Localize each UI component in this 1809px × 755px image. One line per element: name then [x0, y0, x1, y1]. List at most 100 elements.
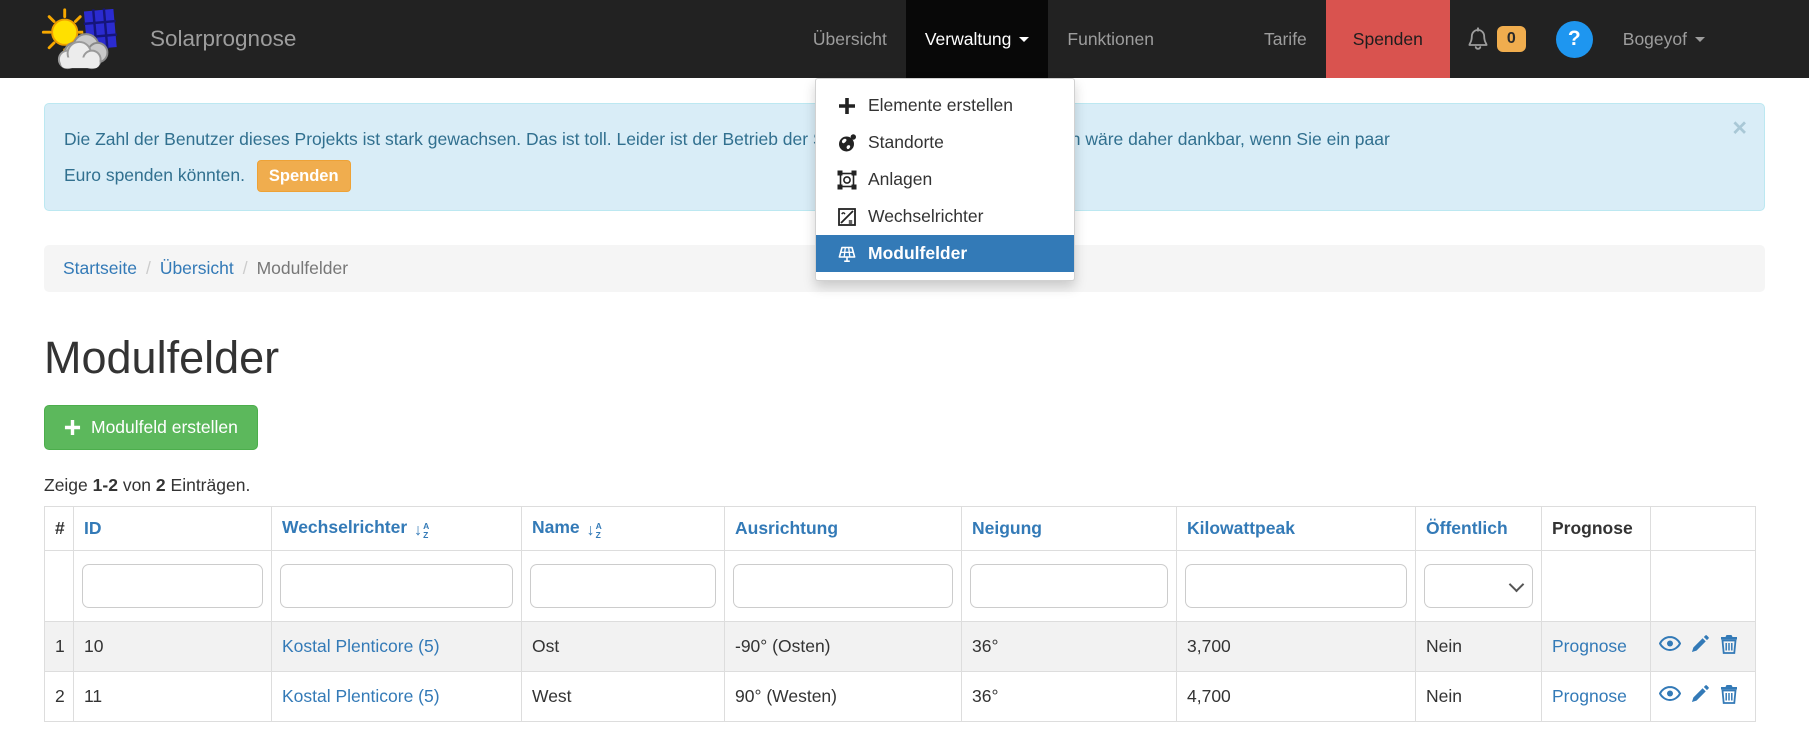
plus-icon: [835, 97, 858, 115]
filter-input-kilowattpeak[interactable]: [1185, 563, 1407, 608]
prognose-link[interactable]: Prognose: [1552, 685, 1627, 706]
modulfelder-table: # ID Wechselrichter ↓ A Z Name ↓ A Z Ausrichtu…: [44, 506, 1756, 722]
nav-spenden-button[interactable]: Spenden: [1325, 0, 1450, 78]
cell-name: West: [521, 670, 725, 722]
pencil-icon: [1691, 685, 1709, 703]
close-icon[interactable]: ×: [1732, 114, 1747, 142]
filter-cell-ausrichtung: [724, 549, 962, 622]
trash-icon: [1720, 684, 1737, 704]
filter-input-wechselrichter[interactable]: [280, 563, 513, 608]
brand-title[interactable]: Solarprognose: [150, 26, 297, 51]
nav-tarife[interactable]: Tarife: [1264, 28, 1307, 49]
prognose-link[interactable]: Prognose: [1552, 635, 1627, 656]
sort-alpha-asc-icon: ↓ A Z: [586, 521, 602, 540]
nav-links: Übersicht Verwaltung Funktionen Tarife S…: [794, 0, 1705, 78]
cell-neigung: 36°: [961, 670, 1177, 722]
view-button[interactable]: [1658, 635, 1682, 657]
alert-spenden-button[interactable]: Spenden: [256, 160, 351, 192]
cell-ausrichtung: 90° (Westen): [724, 670, 962, 722]
col-header-neigung-link[interactable]: Neigung: [972, 517, 1042, 538]
col-header-neigung: Neigung: [961, 506, 1177, 551]
solar-panel-icon: [835, 244, 858, 264]
cell-id: 11: [73, 670, 272, 722]
cell-neigung: 36°: [961, 620, 1177, 672]
col-header-ausrichtung-link[interactable]: Ausrichtung: [735, 517, 839, 538]
summary-von: von: [122, 475, 152, 495]
breadcrumb-current: Modulfelder: [256, 258, 349, 278]
edit-button[interactable]: [1691, 634, 1710, 658]
cell-num: 1: [44, 620, 74, 672]
pencil-icon: [1691, 635, 1709, 653]
edit-button[interactable]: [1691, 684, 1710, 708]
col-header-kilowattpeak: Kilowattpeak: [1176, 506, 1416, 551]
nav-funktionen[interactable]: Funktionen: [1067, 28, 1154, 49]
create-button-label: Modulfeld erstellen: [91, 417, 238, 437]
delete-button[interactable]: [1720, 634, 1738, 659]
col-header-name-link[interactable]: Name: [532, 517, 580, 537]
breadcrumb-startseite[interactable]: Startseite: [63, 258, 137, 278]
dropdown-item-label: Standorte: [868, 132, 944, 152]
filter-cell-actions: [1650, 549, 1756, 622]
wechselrichter-link[interactable]: Kostal Plenticore (5): [282, 685, 440, 706]
help-button[interactable]: ?: [1555, 20, 1593, 58]
col-header-name: Name ↓ A Z: [521, 506, 725, 551]
breadcrumb-separator: /: [242, 258, 248, 278]
filter-cell-wechselrichter: [271, 549, 522, 622]
view-button[interactable]: [1658, 685, 1682, 707]
eye-icon: [1658, 686, 1682, 702]
filter-input-neigung[interactable]: [970, 563, 1168, 608]
cell-num: 2: [44, 670, 74, 722]
summary-total: 2: [155, 475, 166, 495]
wechselrichter-link[interactable]: Kostal Plenticore (5): [282, 635, 440, 656]
col-header-id-link[interactable]: ID: [84, 517, 102, 538]
breadcrumb-uebersicht[interactable]: Übersicht: [159, 258, 234, 278]
filter-cell-prognose: [1541, 549, 1651, 622]
filter-select-oeffentlich[interactable]: [1424, 563, 1533, 608]
cell-wechselrichter: Kostal Plenticore (5): [271, 670, 522, 722]
cell-prognose: Prognose: [1541, 670, 1651, 722]
user-menu[interactable]: Bogeyof: [1623, 0, 1705, 78]
delete-button[interactable]: [1720, 684, 1738, 709]
table-row: 2 11 Kostal Plenticore (5) West 90° (Wes…: [44, 670, 1756, 722]
filter-cell-oeffentlich: [1415, 549, 1542, 622]
globe-icon: [835, 133, 858, 153]
filter-cell-num: [44, 549, 74, 622]
brand-group[interactable]: Solarprognose: [38, 0, 296, 78]
summary-suffix: Einträgen.: [170, 475, 251, 495]
cell-wechselrichter: Kostal Plenticore (5): [271, 620, 522, 672]
filter-cell-name: [521, 549, 725, 622]
dropdown-item-elemente-erstellen[interactable]: Elemente erstellen: [816, 87, 1074, 124]
nav-uebersicht[interactable]: Übersicht: [812, 28, 887, 49]
filter-input-ausrichtung[interactable]: [733, 563, 953, 608]
dropdown-item-wechselrichter[interactable]: Wechselrichter: [816, 198, 1074, 235]
filter-input-id[interactable]: [82, 563, 263, 608]
page-title: Modulfelder: [44, 332, 280, 383]
table-row: 1 10 Kostal Plenticore (5) Ost -90° (Ost…: [44, 620, 1756, 672]
verwaltung-dropdown: Elemente erstellen Standorte Anlagen: [815, 78, 1075, 281]
col-header-prognose: Prognose: [1541, 506, 1651, 551]
dropdown-item-label: Modulfelder: [868, 243, 968, 263]
col-header-kilowattpeak-link[interactable]: Kilowattpeak: [1187, 517, 1295, 538]
alert-text-line2: Euro spenden könnten.: [64, 165, 245, 185]
nav-verwaltung[interactable]: Verwaltung: [905, 0, 1049, 78]
col-header-oeffentlich: Öffentlich: [1415, 506, 1542, 551]
filter-cell-neigung: [961, 549, 1177, 622]
trash-icon: [1720, 634, 1737, 654]
dropdown-item-modulfelder[interactable]: Modulfelder: [816, 235, 1074, 272]
col-header-oeffentlich-link[interactable]: Öffentlich: [1426, 517, 1508, 538]
dropdown-item-label: Elemente erstellen: [868, 95, 1013, 115]
notifications-button[interactable]: 0: [1466, 0, 1526, 78]
navbar: Solarprognose Übersicht Verwaltung Funkt…: [0, 0, 1809, 78]
col-header-wechselrichter-link[interactable]: Wechselrichter: [282, 517, 408, 537]
alert-text-line1: Die Zahl der Benutzer dieses Projekts is…: [64, 129, 1390, 149]
bell-icon: [1468, 26, 1488, 50]
user-name: Bogeyof: [1622, 28, 1687, 49]
dropdown-item-standorte[interactable]: Standorte: [816, 124, 1074, 161]
col-header-actions: [1650, 506, 1756, 551]
cell-name: Ost: [521, 620, 725, 672]
cell-kilowattpeak: 4,700: [1176, 670, 1416, 722]
create-modulfeld-button[interactable]: Modulfeld erstellen: [44, 405, 258, 450]
dropdown-item-anlagen[interactable]: Anlagen: [816, 161, 1074, 198]
cell-actions: [1650, 620, 1756, 672]
filter-input-name[interactable]: [530, 563, 716, 608]
